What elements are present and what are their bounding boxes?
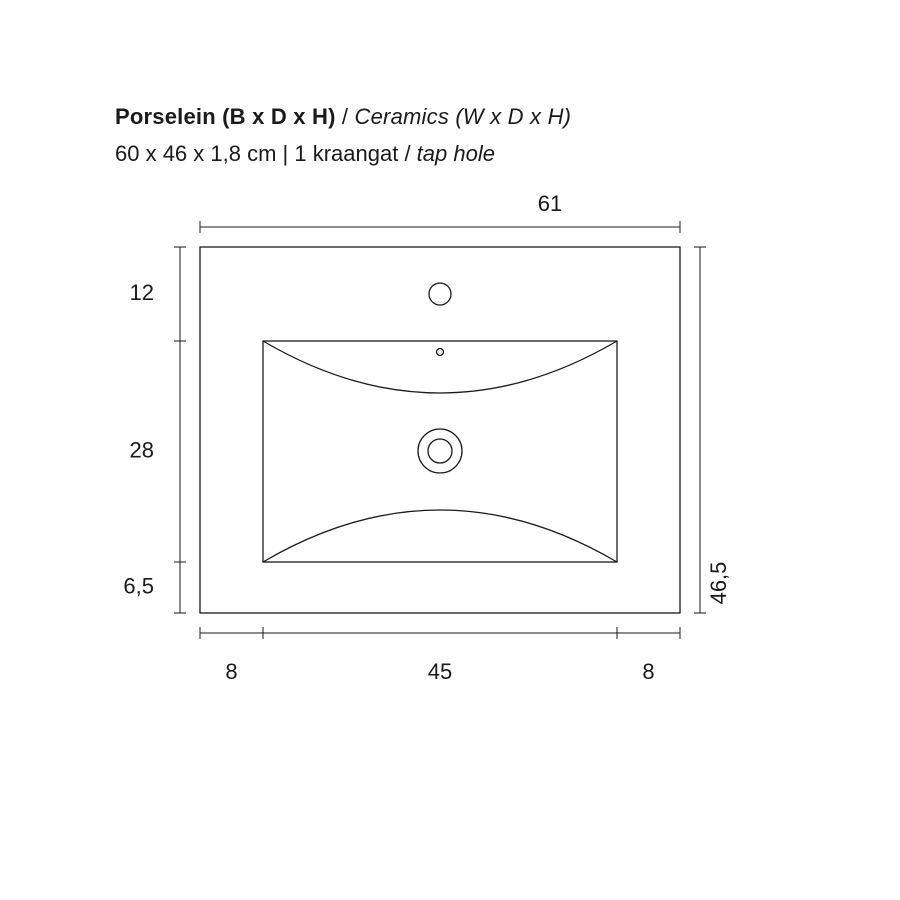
diagram-svg: 61 12 28 6,5 46,5 8 45 8 [90, 185, 790, 745]
header-block: Porselein (B x D x H) / Ceramics (W x D … [115, 100, 840, 170]
dim-label: 8 [642, 659, 654, 684]
drain-outer-icon [418, 429, 462, 473]
title-bold: Porselein (B x D x H) [115, 104, 336, 129]
header-line-1: Porselein (B x D x H) / Ceramics (W x D … [115, 100, 840, 133]
title-italic: Ceramics (W x D x H) [355, 104, 572, 129]
drain-inner-icon [428, 439, 452, 463]
header-line-2: 60 x 46 x 1,8 cm | 1 kraangat / tap hole [115, 137, 840, 170]
inner-basin-rect [263, 341, 617, 562]
subtitle-italic: tap hole [417, 141, 495, 166]
page-root: Porselein (B x D x H) / Ceramics (W x D … [0, 0, 900, 900]
subtitle-sep: / [398, 141, 416, 166]
dim-label: 45 [428, 659, 452, 684]
technical-diagram: 61 12 28 6,5 46,5 8 45 8 [90, 185, 790, 745]
basin-contour-bottom [263, 510, 617, 562]
title-sep: / [336, 104, 355, 129]
dim-label: 8 [225, 659, 237, 684]
dim-label: 28 [130, 437, 154, 462]
tap-hole-icon [429, 283, 451, 305]
dim-label: 6,5 [123, 573, 154, 598]
dim-label: 46,5 [706, 562, 731, 605]
dim-label: 61 [538, 191, 562, 216]
overflow-hole-icon [437, 349, 444, 356]
subtitle-main: 60 x 46 x 1,8 cm | 1 kraangat [115, 141, 398, 166]
outer-rect [200, 247, 680, 613]
dim-label: 12 [130, 280, 154, 305]
